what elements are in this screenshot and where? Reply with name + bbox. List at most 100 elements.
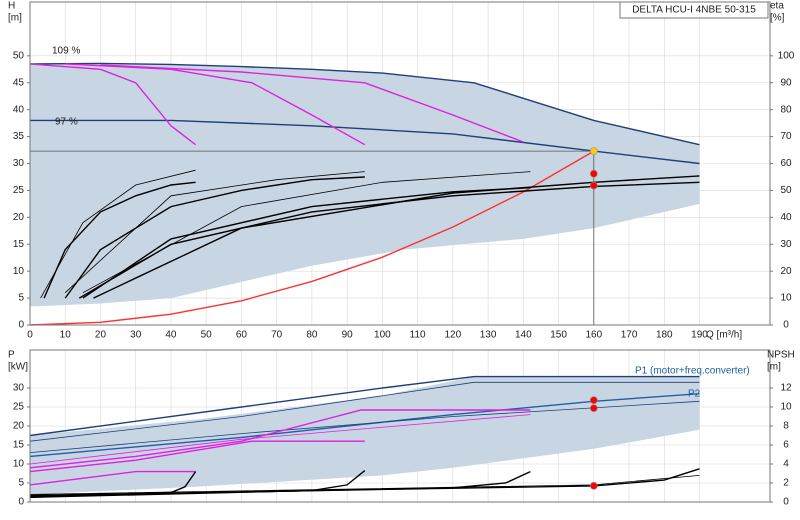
x-tick-label: 110 xyxy=(410,330,426,341)
curve xyxy=(29,150,595,326)
y-tick-label: 25 xyxy=(13,185,25,196)
curve xyxy=(78,181,700,299)
y2-tick-label: 50 xyxy=(780,185,792,196)
y2-tick-label: 20 xyxy=(780,266,792,277)
operating-point xyxy=(590,482,598,490)
x-tick-label: 40 xyxy=(165,330,177,341)
y-tick-label: 5 xyxy=(18,478,24,489)
x-tick-label: 190 xyxy=(691,330,708,341)
curve xyxy=(29,62,700,146)
curve xyxy=(29,375,700,437)
curve xyxy=(43,181,196,299)
curve xyxy=(30,119,700,165)
y2-unit: [%] xyxy=(770,13,785,24)
x-tick-label: 160 xyxy=(585,330,602,341)
y2-tick-label: 10 xyxy=(780,402,792,413)
y2-label: eta xyxy=(770,1,784,12)
x-tick-label: 100 xyxy=(374,330,391,341)
y-tick-label: 15 xyxy=(13,440,25,451)
x-tick-label: 130 xyxy=(480,330,497,341)
curve xyxy=(64,171,365,293)
annotation: 97 % xyxy=(55,117,78,128)
y2-tick-label: 30 xyxy=(780,239,792,250)
operating-point xyxy=(590,396,598,404)
y-tick-label: 25 xyxy=(13,402,25,413)
y-tick-label: 0 xyxy=(18,320,24,331)
y2-tick-label: 70 xyxy=(780,131,792,142)
curve xyxy=(29,468,700,497)
title-box xyxy=(619,1,769,19)
operating-point xyxy=(590,169,598,178)
y2-tick-label: 6 xyxy=(783,440,789,451)
x-tick-label: 60 xyxy=(236,330,248,341)
y-tick-label: 35 xyxy=(13,131,25,142)
curve xyxy=(40,169,196,299)
y-unit: [kW] xyxy=(8,362,28,373)
x-tick-label: 20 xyxy=(95,330,107,341)
chart-title: DELTA HCU-I 4NBE 50-315 xyxy=(632,5,756,16)
y-tick-label: 30 xyxy=(13,158,25,169)
y2-tick-label: 0 xyxy=(783,497,789,508)
curve xyxy=(29,409,531,469)
y2-tick-label: 12 xyxy=(780,383,792,394)
y2-tick-label: 2 xyxy=(783,478,789,489)
y2-tick-label: 4 xyxy=(783,459,789,470)
data xyxy=(29,375,700,498)
x-tick-label: 30 xyxy=(130,330,142,341)
y2-tick-label: 90 xyxy=(780,77,792,88)
y-tick-label: 30 xyxy=(13,383,25,394)
y2-tick-label: 0 xyxy=(783,320,789,331)
y-tick-label: 5 xyxy=(18,293,24,304)
y2-label: NPSH xyxy=(767,350,795,361)
x-tick-label: 10 xyxy=(60,330,72,341)
x-label: Q [m³/h] xyxy=(706,330,742,341)
curve xyxy=(29,414,531,465)
operating-point xyxy=(590,181,598,190)
annotation: P2 xyxy=(688,389,701,400)
y-tick-label: 15 xyxy=(13,239,25,250)
curve xyxy=(65,63,366,146)
x-tick-label: 70 xyxy=(271,330,283,341)
y-tick-label: 10 xyxy=(13,266,25,277)
curve xyxy=(100,64,524,143)
operating-area xyxy=(30,376,700,495)
curve xyxy=(29,393,700,458)
curve xyxy=(64,176,365,299)
y-label: P xyxy=(8,350,15,361)
operating-point xyxy=(590,147,598,155)
annotation: P1 (motor+freq.converter) xyxy=(635,366,750,377)
y-tick-label: 20 xyxy=(13,212,25,223)
annotation: 109 % xyxy=(52,46,80,57)
x-tick-label: 0 xyxy=(27,330,33,341)
y2-tick-label: 100 xyxy=(778,50,795,61)
x-tick-label: 170 xyxy=(621,330,638,341)
x-tick-label: 90 xyxy=(342,330,354,341)
x-tick-label: 120 xyxy=(445,330,462,341)
y-label: H xyxy=(8,1,15,12)
y2-tick-label: 40 xyxy=(780,212,792,223)
curve xyxy=(29,381,700,442)
data xyxy=(29,62,700,326)
operating-point xyxy=(590,404,598,412)
y2-tick-label: 8 xyxy=(783,421,789,432)
x-tick-label: 50 xyxy=(201,330,213,341)
x-tick-label: 80 xyxy=(306,330,318,341)
y-tick-label: 45 xyxy=(13,77,25,88)
curve xyxy=(29,470,196,486)
curve xyxy=(93,175,700,299)
y-unit: [m] xyxy=(8,13,22,24)
curve xyxy=(29,63,197,146)
x-tick-label: 180 xyxy=(656,330,673,341)
y2-tick-label: 60 xyxy=(780,158,792,169)
y2-tick-label: 80 xyxy=(780,104,792,115)
y-tick-label: 20 xyxy=(13,421,25,432)
y2-unit: [m] xyxy=(767,362,781,373)
curve xyxy=(29,400,700,453)
y-tick-label: 40 xyxy=(13,104,25,115)
y2-tick-label: 10 xyxy=(780,293,792,304)
operating-area xyxy=(30,63,700,307)
y-tick-label: 50 xyxy=(13,50,25,61)
y-tick-label: 0 xyxy=(18,497,24,508)
curve xyxy=(29,440,365,473)
